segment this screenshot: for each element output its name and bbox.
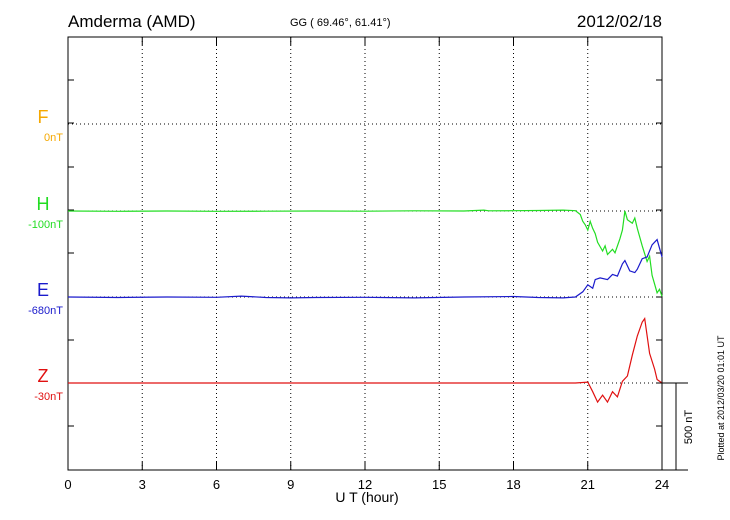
series-name-h: H — [37, 194, 50, 214]
x-tick-label: 18 — [506, 477, 520, 492]
series-name-f: F — [38, 107, 49, 127]
station-coords: GG ( 69.46°, 61.41°) — [290, 17, 391, 29]
x-tick-label: 15 — [432, 477, 446, 492]
x-tick-label: 3 — [139, 477, 146, 492]
date-label: 2012/02/18 — [577, 12, 662, 31]
series-offset-e: -680nT — [28, 305, 63, 317]
series-offset-f: 0nT — [44, 132, 63, 144]
series-line-z — [68, 317, 663, 404]
x-tick-label: 6 — [213, 477, 220, 492]
series-labels: F 0nT H -100nT E -680nT Z -30nT — [28, 107, 63, 403]
scale-bar: 500 nT — [660, 382, 695, 471]
x-tick-label: 24 — [655, 477, 669, 492]
series-line-e — [67, 238, 663, 299]
grid — [68, 37, 662, 470]
series-lines — [67, 209, 663, 404]
series-offset-h: -100nT — [28, 219, 63, 231]
station-title: Amderma (AMD) — [68, 12, 196, 31]
series-line-h — [67, 209, 663, 297]
x-tick-label: 12 — [358, 477, 372, 492]
x-tick-label: 21 — [581, 477, 595, 492]
x-tick-label: 9 — [287, 477, 294, 492]
x-axis-label: U T (hour) — [335, 489, 398, 505]
axis-ticks: 0 3 6 9 12 15 18 21 24 — [64, 37, 669, 492]
x-tick-label: 0 — [64, 477, 71, 492]
series-name-z: Z — [38, 366, 49, 386]
series-offset-z: -30nT — [34, 391, 63, 403]
series-name-e: E — [37, 280, 49, 300]
plotted-note: Plotted at 2012/03/20 01:01 UT — [716, 335, 726, 461]
scale-bar-label: 500 nT — [683, 410, 695, 445]
